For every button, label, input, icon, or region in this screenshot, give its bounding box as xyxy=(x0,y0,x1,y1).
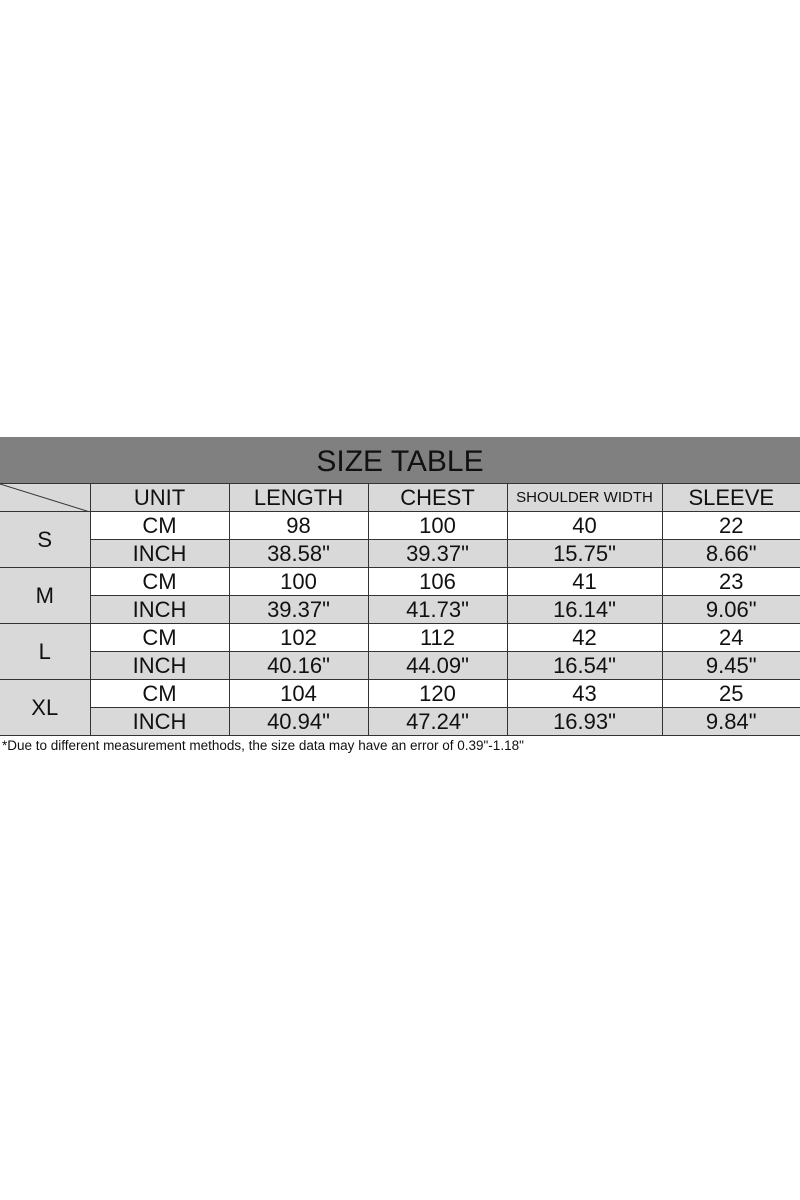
cell-sleeve: 22 xyxy=(661,511,800,540)
cell-sleeve: 9.84" xyxy=(661,707,800,736)
table-row: INCH 40.94" 47.24" 16.93" 9.84" xyxy=(0,707,800,736)
header-length: LENGTH xyxy=(228,483,369,512)
header-chest: CHEST xyxy=(367,483,508,512)
table-row: INCH 39.37" 41.73" 16.14" 9.06" xyxy=(0,595,800,624)
table-row: M CM 100 106 41 23 xyxy=(0,567,800,624)
cell-chest: 39.37" xyxy=(367,539,508,568)
cell-length: 100 xyxy=(228,567,369,596)
cell-shoulder: 16.54" xyxy=(506,651,663,680)
cell-sleeve: 9.45" xyxy=(661,651,800,680)
table-row: L CM 102 112 42 24 xyxy=(0,623,800,680)
cell-unit: CM xyxy=(89,623,230,652)
size-label: S xyxy=(0,511,91,568)
cell-chest: 120 xyxy=(367,679,508,708)
diagonal-line xyxy=(0,484,90,512)
cell-sleeve: 8.66" xyxy=(661,539,800,568)
cell-unit: INCH xyxy=(90,539,230,568)
cell-shoulder: 16.14" xyxy=(506,595,663,624)
table-title: SIZE TABLE xyxy=(0,437,800,483)
cell-shoulder: 41 xyxy=(506,567,663,596)
measurement-note: *Due to different measurement methods, t… xyxy=(2,738,524,753)
table-row: INCH 40.16" 44.09" 16.54" 9.45" xyxy=(0,651,800,680)
header-unit: UNIT xyxy=(89,483,230,512)
cell-shoulder: 16.93" xyxy=(506,707,663,736)
cell-length: 102 xyxy=(228,623,369,652)
header-row: UNIT LENGTH CHEST SHOULDER WIDTH SLEEVE xyxy=(0,483,800,512)
corner-cell xyxy=(0,483,91,512)
cell-unit: CM xyxy=(89,679,230,708)
cell-unit: CM xyxy=(89,567,230,596)
cell-sleeve: 9.06" xyxy=(661,595,800,624)
cell-length: 38.58" xyxy=(228,539,369,568)
size-label: L xyxy=(0,623,91,680)
cell-shoulder: 15.75" xyxy=(506,539,663,568)
header-shoulder-width: SHOULDER WIDTH xyxy=(506,483,663,512)
cell-chest: 44.09" xyxy=(367,651,508,680)
cell-unit: INCH xyxy=(90,651,230,680)
cell-length: 40.16" xyxy=(228,651,369,680)
table-row: S CM 98 100 40 22 xyxy=(0,511,800,568)
table-row: XL CM 104 120 43 25 xyxy=(0,679,800,736)
cell-chest: 41.73" xyxy=(367,595,508,624)
cell-unit: INCH xyxy=(90,595,230,624)
cell-unit: INCH xyxy=(90,707,230,736)
table-row: INCH 38.58" 39.37" 15.75" 8.66" xyxy=(0,539,800,568)
cell-chest: 112 xyxy=(367,623,508,652)
cell-sleeve: 25 xyxy=(661,679,800,708)
cell-unit: CM xyxy=(89,511,230,540)
size-label: XL xyxy=(0,679,91,736)
cell-chest: 47.24" xyxy=(367,707,508,736)
cell-chest: 100 xyxy=(367,511,508,540)
cell-length: 98 xyxy=(228,511,369,540)
cell-chest: 106 xyxy=(367,567,508,596)
cell-length: 40.94" xyxy=(228,707,369,736)
cell-shoulder: 40 xyxy=(506,511,663,540)
cell-sleeve: 24 xyxy=(661,623,800,652)
cell-length: 39.37" xyxy=(228,595,369,624)
cell-shoulder: 43 xyxy=(506,679,663,708)
header-sleeve: SLEEVE xyxy=(661,483,800,512)
cell-shoulder: 42 xyxy=(506,623,663,652)
size-table: UNIT LENGTH CHEST SHOULDER WIDTH SLEEVE … xyxy=(0,483,800,736)
size-label: M xyxy=(0,567,91,624)
cell-sleeve: 23 xyxy=(661,567,800,596)
cell-length: 104 xyxy=(228,679,369,708)
